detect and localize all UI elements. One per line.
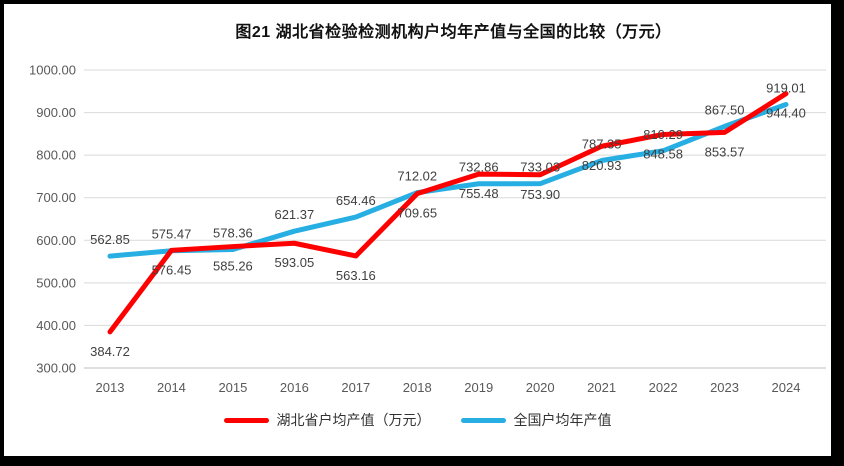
hubei-data-label: 753.90 bbox=[520, 187, 560, 202]
y-axis-tick-label: 800.00 bbox=[36, 148, 76, 163]
national-data-label: 621.37 bbox=[274, 207, 314, 222]
y-axis-tick-label: 500.00 bbox=[36, 275, 76, 290]
hubei-data-label: 755.48 bbox=[459, 186, 499, 201]
national-data-label: 867.50 bbox=[705, 102, 745, 117]
hubei-data-label: 853.57 bbox=[705, 144, 745, 159]
hubei-data-label: 593.05 bbox=[274, 255, 314, 270]
hubei-data-label: 384.72 bbox=[90, 344, 130, 359]
national-series-line bbox=[107, 101, 789, 259]
national-data-label: 733.03 bbox=[520, 160, 560, 175]
national-data-label: 810.29 bbox=[643, 127, 683, 142]
x-axis-tick-label: 2020 bbox=[526, 380, 555, 395]
national-data-label: 654.46 bbox=[336, 193, 376, 208]
y-axis-tick-label: 1000.00 bbox=[29, 63, 76, 78]
x-axis-tick-label: 2022 bbox=[649, 380, 678, 395]
line-chart: 1000.00 900.00 800.00 700.00 600.00 500.00 400… bbox=[29, 63, 826, 395]
x-axis-tick-label: 2014 bbox=[157, 380, 186, 395]
hubei-data-label: 944.40 bbox=[766, 106, 806, 121]
national-data-label: 732.86 bbox=[459, 160, 499, 175]
chart-legend: 湖北省户均产值（万元） 全国户均年产值 bbox=[4, 410, 831, 430]
national-data-label: 578.36 bbox=[213, 225, 253, 240]
x-axis-tick-label: 2021 bbox=[587, 380, 616, 395]
x-axis-tick-label: 2018 bbox=[403, 380, 432, 395]
hubei-data-label: 585.26 bbox=[213, 259, 253, 274]
national-data-label: 919.01 bbox=[766, 80, 806, 95]
x-axis-tick-label: 2016 bbox=[280, 380, 309, 395]
national-data-label: 712.02 bbox=[397, 169, 437, 184]
x-axis-tick-label: 2023 bbox=[710, 380, 739, 395]
national-data-label: 787.35 bbox=[582, 137, 622, 152]
hubei-data-label: 563.16 bbox=[336, 268, 376, 283]
hubei-data-label: 576.45 bbox=[152, 262, 192, 277]
x-axis-tick-label: 2017 bbox=[341, 380, 370, 395]
chart-title: 图21 湖北省检验检测机构户均年产值与全国的比较（万元） bbox=[235, 24, 672, 41]
hubei-data-label: 709.65 bbox=[397, 206, 437, 221]
y-axis-tick-label: 600.00 bbox=[36, 233, 76, 248]
national-data-label: 575.47 bbox=[152, 227, 192, 242]
national-data-label: 562.85 bbox=[90, 232, 130, 247]
x-axis-tick-label: 2019 bbox=[464, 380, 493, 395]
x-axis-tick-label: 2015 bbox=[218, 380, 247, 395]
y-axis-tick-label: 700.00 bbox=[36, 190, 76, 205]
y-axis-tick-label: 400.00 bbox=[36, 318, 76, 333]
hubei-series-line bbox=[107, 91, 789, 335]
y-axis-tick-label: 300.00 bbox=[36, 361, 76, 376]
hubei-data-label: 820.93 bbox=[582, 158, 622, 173]
x-axis-tick-label: 2024 bbox=[772, 380, 801, 395]
legend-item-national: 全国户均年产值 bbox=[460, 410, 612, 430]
legend-label-hubei: 湖北省户均产值（万元） bbox=[276, 412, 431, 428]
legend-line-swatch-hubei bbox=[223, 417, 269, 423]
y-axis-tick-label: 900.00 bbox=[36, 105, 76, 120]
legend-label-national: 全国户均年产值 bbox=[513, 412, 612, 428]
hubei-data-label: 848.58 bbox=[643, 146, 683, 161]
legend-line-swatch-national bbox=[460, 417, 506, 423]
x-axis-tick-label: 2013 bbox=[96, 380, 125, 395]
legend-item-hubei: 湖北省户均产值（万元） bbox=[223, 410, 431, 430]
